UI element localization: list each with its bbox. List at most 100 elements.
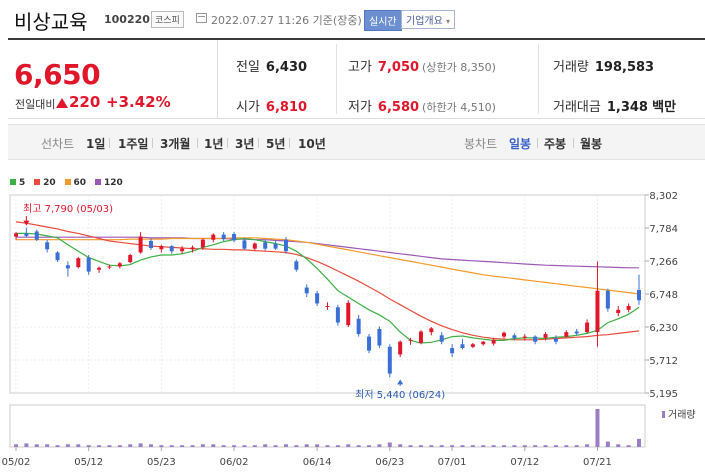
quote-cell-low: 저가 6,580 (하한가 4,510)	[348, 96, 496, 115]
candle-body	[543, 334, 548, 338]
candle-body	[14, 233, 18, 237]
volume-bar	[200, 444, 205, 447]
cell-label: 고가	[348, 60, 372, 75]
quote-cell-high: 고가 7,050 (상한가 8,350)	[348, 56, 496, 75]
volume-bar	[450, 445, 455, 447]
divider	[336, 44, 337, 114]
candle-body	[107, 266, 112, 268]
cell-value: 1,348	[606, 100, 648, 115]
volume-bar	[138, 443, 143, 447]
candle-body	[439, 335, 444, 342]
y-tick-label: 6,230	[649, 323, 678, 334]
volume-bar	[398, 444, 403, 447]
volume-bar	[553, 445, 558, 447]
volume-bar	[76, 444, 81, 447]
quote-cell-open: 시가 6,810	[236, 96, 307, 115]
candle-body	[564, 332, 569, 337]
company-overview-dropdown[interactable]: 기업개요 ▾	[401, 10, 456, 29]
cell-value: 6,580	[377, 100, 420, 115]
tab-10y[interactable]: 10년	[298, 137, 326, 151]
candle-body	[180, 248, 185, 252]
tab-1w[interactable]: 1주일	[118, 137, 149, 151]
candle-body	[45, 242, 50, 250]
candle-body	[585, 322, 590, 333]
x-tick-label: 06/02	[220, 457, 249, 468]
volume-bar	[325, 445, 330, 447]
volume-bar	[221, 445, 226, 447]
candle-body	[263, 242, 268, 249]
volume-bar	[252, 445, 257, 447]
tab-3y[interactable]: 3년	[235, 137, 255, 151]
candle-body	[325, 306, 330, 308]
cell-label: 전일	[236, 60, 260, 75]
quote-panel: 6,650 전일대비 220 +3.42% 전일 6,430 고가 7,050 (상한…	[8, 38, 705, 119]
x-tick-label: 06/23	[375, 457, 404, 468]
candle-body	[512, 335, 517, 338]
candle-body	[616, 309, 621, 314]
volume-bar	[439, 445, 444, 447]
volume-bar	[522, 445, 527, 447]
market-badge: 코스피	[151, 11, 184, 28]
candle-body	[34, 231, 39, 240]
legend-ma20: 20	[34, 178, 56, 188]
candle-body	[65, 265, 70, 269]
divider	[538, 44, 539, 114]
volume-bar	[543, 445, 548, 447]
candle-body	[450, 348, 455, 354]
candle-body	[211, 234, 216, 240]
tab-monthly[interactable]: 월봉	[580, 137, 603, 151]
volume-bar	[491, 445, 496, 447]
cell-unit: 백만	[652, 100, 677, 115]
volume-bar	[242, 445, 247, 447]
volume-bar	[65, 444, 70, 447]
chart-legend: 5 20 60 120	[10, 178, 129, 188]
legend-label: 20	[43, 178, 56, 188]
tab-1y[interactable]: 1년	[204, 137, 224, 151]
calendar-icon	[196, 13, 207, 23]
volume-bar	[585, 444, 590, 447]
tab-5y[interactable]: 5년	[266, 137, 286, 151]
tab-3m[interactable]: 3개월	[160, 137, 191, 151]
tab-weekly[interactable]: 주봉	[544, 137, 567, 151]
volume-bar	[24, 443, 29, 447]
stock-code: 100220	[104, 13, 150, 26]
volume-bar	[148, 444, 153, 447]
cell-value: 7,050	[377, 60, 420, 75]
candle-body	[55, 252, 60, 261]
candle-body	[595, 290, 600, 333]
volume-bar	[637, 438, 641, 447]
volume-bar	[128, 444, 133, 447]
volume-bar	[294, 445, 299, 447]
candle-body	[574, 331, 579, 334]
candle-body	[367, 336, 372, 351]
volume-label: 거래량	[668, 409, 696, 421]
candle-body	[460, 344, 465, 349]
candle-body	[24, 233, 29, 236]
tab-1d[interactable]: 1일	[86, 137, 106, 151]
cell-label: 거래량	[553, 60, 589, 75]
candle-body	[553, 338, 558, 342]
volume-bar	[533, 445, 538, 447]
tab-separator	[289, 138, 290, 148]
quote-timestamp: 2022.07.27 11:26 기준(장중)	[211, 14, 362, 27]
legend-label: 60	[73, 178, 87, 188]
tab-daily[interactable]: 일봉	[509, 137, 532, 151]
candle-body	[221, 234, 226, 240]
candle-body	[117, 263, 122, 267]
legend-ma120: 120	[94, 178, 123, 188]
current-price: 6,650	[14, 58, 101, 91]
volume-bar	[564, 445, 569, 447]
volume-bar	[460, 445, 465, 447]
candle-body	[408, 339, 413, 341]
volume-bar	[34, 444, 39, 447]
candle-body	[148, 241, 153, 249]
tab-separator	[258, 138, 259, 148]
candle-body	[481, 341, 486, 345]
candle-body	[315, 293, 320, 304]
candle-body	[283, 239, 288, 252]
candle-body	[502, 332, 507, 337]
volume-bar	[595, 409, 600, 447]
candle-body	[200, 239, 205, 248]
volume-bar	[574, 445, 579, 447]
